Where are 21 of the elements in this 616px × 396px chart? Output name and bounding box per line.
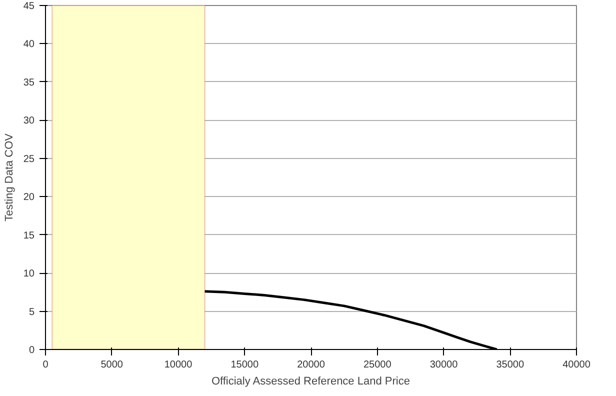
y-tick-label: 10	[23, 268, 35, 280]
x-tick-label: 25000	[363, 360, 392, 370]
x-tick-label: 10000	[164, 360, 193, 370]
y-tick-label: 25	[23, 154, 35, 165]
x-tick-label: 20000	[297, 360, 326, 370]
y-tick-label: 45	[23, 1, 35, 12]
x-tick-label: 5000	[100, 360, 124, 370]
y-tick-label: 35	[23, 77, 35, 88]
y-axis-title: Testing Data COV	[3, 132, 16, 222]
y-tick-label: 30	[23, 116, 35, 127]
y-tick-label: 40	[23, 39, 35, 50]
y-tick-label: 15	[23, 230, 35, 242]
x-tick-label: 0	[42, 360, 49, 370]
x-tick-label: 15000	[230, 360, 259, 370]
x-tick-label: 35000	[496, 360, 524, 370]
x-axis-title: Officialy Assessed Reference Land Price	[211, 376, 410, 388]
x-tick-label: 40000	[562, 360, 591, 370]
x-tick-label: 30000	[430, 360, 458, 370]
y-tick-label: 0	[28, 345, 35, 356]
y-tick-label: 20	[23, 192, 35, 204]
y-tick-label: 5	[28, 306, 35, 318]
